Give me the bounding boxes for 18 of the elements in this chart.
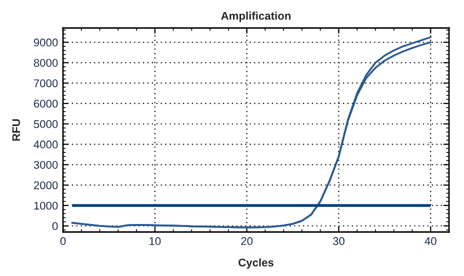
y-tick-label: 3000 bbox=[34, 160, 58, 169]
y-tick-label: 8000 bbox=[34, 58, 58, 67]
y-tick-label: 2000 bbox=[34, 181, 58, 190]
y-tick-label: 5000 bbox=[34, 120, 58, 128]
x-tick-label: 0 bbox=[60, 237, 66, 246]
y-tick-label: 7000 bbox=[34, 79, 58, 88]
x-tick-label: 40 bbox=[424, 237, 436, 246]
x-tick-label: 30 bbox=[332, 237, 344, 246]
y-tick-label: 0 bbox=[52, 222, 58, 230]
x-axis-title: Cycles bbox=[238, 258, 274, 269]
y-tick-label: 6000 bbox=[34, 100, 58, 108]
y-tick-label: 1000 bbox=[34, 202, 58, 210]
x-tick-label: 10 bbox=[150, 237, 161, 246]
chart-title: Amplification bbox=[221, 12, 290, 22]
x-tick-label: 20 bbox=[241, 237, 253, 246]
y-tick-label: 4000 bbox=[34, 140, 58, 148]
y-axis-title: RFU bbox=[12, 119, 20, 141]
y-tick-label: 9000 bbox=[34, 38, 58, 46]
